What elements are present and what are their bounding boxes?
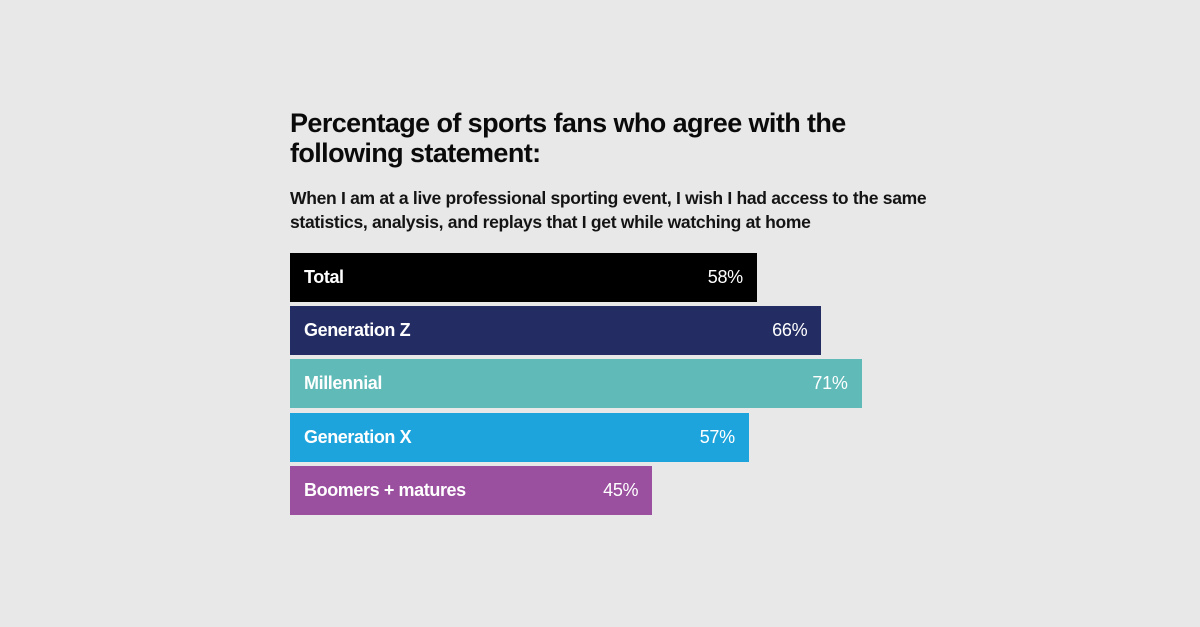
bar-boomers-matures: Boomers + matures 45%: [290, 465, 653, 515]
bar-chart: Total 58% Generation Z 66% Millennial 71% Gene…: [290, 253, 930, 515]
bar-value-label: 71%: [812, 373, 848, 394]
bar-label: Boomers + matures: [304, 479, 466, 500]
bar-total: Total 58%: [290, 253, 757, 302]
chart-subtitle: When I am at a live professional sportin…: [290, 188, 927, 232]
bar-generation-z: Generation Z 66%: [290, 306, 822, 356]
bar-value-label: 58%: [707, 267, 743, 287]
chart-title: Percentage of sports fans who agree with…: [290, 108, 846, 168]
bar-label: Millennial: [304, 373, 383, 394]
chart-header: Percentage of sports fans who agree with…: [290, 108, 930, 234]
bar-label: Generation X: [304, 426, 412, 447]
bar-value-label: 66%: [772, 320, 808, 341]
bar-millennial: Millennial 71%: [290, 359, 862, 409]
bar-label: Total: [304, 267, 344, 287]
bar-value-label: 45%: [603, 479, 639, 500]
bar-label: Generation Z: [304, 320, 411, 341]
bar-generation-x: Generation X 57%: [290, 412, 749, 462]
bar-value-label: 57%: [699, 426, 735, 447]
